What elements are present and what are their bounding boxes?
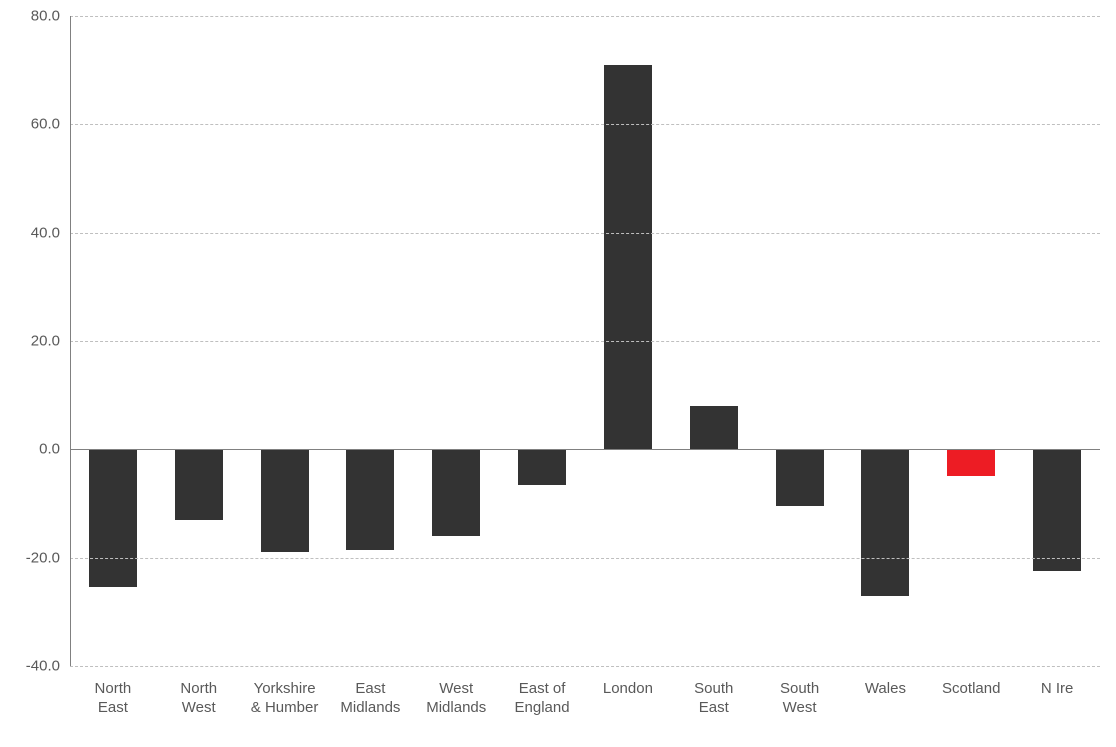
y-tick-label: 40.0	[31, 224, 70, 241]
y-tick-label: 0.0	[39, 441, 70, 458]
bar	[604, 65, 652, 450]
y-tick-label: 80.0	[31, 8, 70, 25]
bar	[261, 449, 309, 552]
x-tick-label: EastMidlands	[327, 680, 413, 718]
zero-line	[70, 449, 1100, 450]
bar	[1033, 449, 1081, 571]
bar	[175, 449, 223, 519]
gridline	[70, 124, 1100, 125]
x-tick-label: London	[585, 680, 671, 699]
gridline	[70, 233, 1100, 234]
x-tick-label: N Ire	[1014, 680, 1100, 699]
plot-area: NorthEastNorthWestYorkshire& HumberEastM…	[70, 16, 1100, 666]
x-tick-label: SouthWest	[757, 680, 843, 718]
regional-bar-chart: NorthEastNorthWestYorkshire& HumberEastM…	[0, 0, 1116, 747]
y-tick-label: -20.0	[26, 549, 70, 566]
bar	[346, 449, 394, 549]
bar	[518, 449, 566, 484]
bar	[89, 449, 137, 587]
gridline	[70, 341, 1100, 342]
x-tick-label: SouthEast	[671, 680, 757, 718]
x-tick-label: Scotland	[928, 680, 1014, 699]
x-tick-label: NorthEast	[70, 680, 156, 718]
gridline	[70, 666, 1100, 667]
y-tick-label: 20.0	[31, 333, 70, 350]
bar	[776, 449, 824, 506]
y-tick-label: -40.0	[26, 658, 70, 675]
bar	[947, 449, 995, 476]
x-tick-label: Yorkshire& Humber	[242, 680, 328, 718]
bar	[690, 406, 738, 449]
x-tick-label: NorthWest	[156, 680, 242, 718]
x-tick-label: East ofEngland	[499, 680, 585, 718]
bar	[861, 449, 909, 595]
x-tick-label: Wales	[842, 680, 928, 699]
y-axis	[70, 16, 71, 666]
bar	[432, 449, 480, 536]
y-tick-label: 60.0	[31, 116, 70, 133]
gridline	[70, 558, 1100, 559]
x-tick-label: WestMidlands	[413, 680, 499, 718]
gridline	[70, 16, 1100, 17]
